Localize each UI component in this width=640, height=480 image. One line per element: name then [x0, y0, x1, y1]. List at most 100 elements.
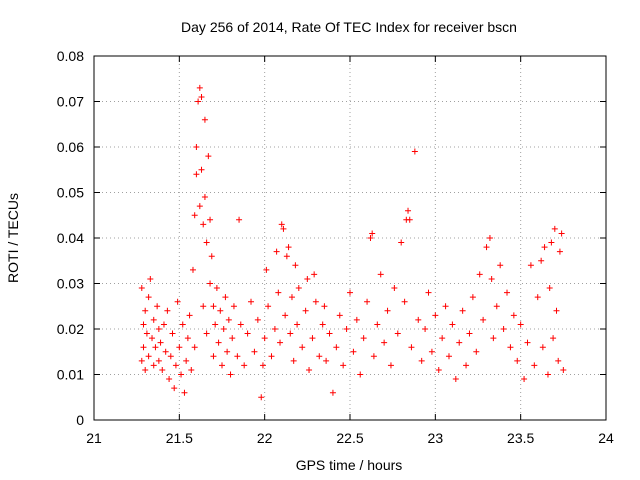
data-point [176, 344, 183, 351]
data-point [275, 289, 282, 296]
data-point [198, 93, 205, 100]
data-point [258, 394, 265, 401]
data-point [142, 366, 149, 373]
data-point [490, 335, 497, 342]
x-tick-label: 23 [428, 430, 444, 446]
data-point [193, 144, 200, 150]
data-point [143, 330, 150, 337]
data-point [282, 312, 289, 319]
data-point [551, 225, 558, 232]
data-point [524, 339, 531, 346]
x-tick-label: 22 [257, 430, 273, 446]
data-point [405, 207, 412, 214]
data-point [152, 344, 159, 351]
data-point [306, 366, 313, 373]
data-point [553, 307, 560, 314]
data-point [254, 316, 261, 323]
data-point [207, 280, 214, 287]
data-point [263, 266, 270, 273]
y-tick-label: 0.01 [57, 367, 84, 383]
data-point [155, 326, 162, 332]
data-points [138, 84, 567, 401]
data-point [188, 366, 195, 373]
data-point [374, 321, 381, 328]
data-point [251, 348, 258, 355]
data-point [449, 321, 456, 328]
data-point [229, 335, 236, 342]
data-point [367, 235, 374, 241]
data-point [360, 335, 367, 342]
data-point [179, 321, 186, 328]
data-point [469, 294, 476, 301]
data-point [290, 357, 297, 364]
data-point [387, 362, 394, 369]
data-point [215, 339, 222, 346]
data-point [155, 357, 162, 364]
data-point [288, 294, 295, 301]
data-point [311, 271, 318, 278]
data-point [198, 166, 205, 173]
data-point [164, 307, 171, 314]
data-point [138, 285, 145, 292]
data-point [309, 335, 316, 342]
data-point [178, 371, 185, 378]
data-point [381, 339, 388, 346]
data-point [186, 312, 193, 319]
data-point [201, 116, 208, 123]
x-tick-label: 21.5 [166, 430, 193, 446]
y-tick-label: 0.05 [57, 185, 84, 201]
data-point [212, 321, 219, 328]
grid-lines [94, 56, 606, 420]
data-point [507, 344, 514, 351]
data-point [236, 216, 243, 223]
data-point [140, 344, 147, 351]
data-point [517, 321, 524, 328]
data-point [548, 239, 555, 246]
data-point [415, 316, 422, 323]
data-point [323, 357, 330, 364]
data-point [369, 230, 376, 237]
data-point [401, 298, 408, 305]
data-point [316, 353, 323, 360]
data-point [428, 348, 435, 355]
data-point [439, 335, 446, 342]
data-point [259, 362, 266, 369]
y-tick-label: 0.08 [57, 48, 84, 64]
data-point [273, 248, 280, 255]
data-point [493, 303, 500, 310]
data-point [145, 294, 152, 301]
data-point [531, 362, 538, 369]
data-point [230, 303, 237, 310]
data-point [422, 326, 429, 332]
data-point [193, 171, 200, 178]
data-point [181, 389, 188, 396]
data-point [287, 330, 294, 337]
data-point [150, 362, 157, 369]
x-tick-label: 23.5 [507, 430, 534, 446]
data-point [364, 298, 371, 305]
data-point [558, 230, 565, 237]
data-point [277, 339, 284, 346]
data-point [411, 148, 418, 155]
data-point [394, 330, 401, 337]
data-point [452, 376, 459, 383]
data-point [157, 339, 164, 346]
data-point [357, 371, 364, 378]
data-point [219, 362, 225, 369]
plot-frame [93, 55, 607, 421]
data-point [217, 307, 224, 314]
data-point [321, 303, 328, 310]
data-point [248, 298, 255, 305]
data-point [391, 285, 398, 292]
data-point [224, 348, 231, 355]
data-point [476, 271, 483, 278]
data-point [514, 357, 521, 364]
data-point [201, 194, 208, 201]
data-point [350, 348, 357, 355]
data-point [510, 312, 517, 319]
data-point [189, 266, 196, 273]
data-point [459, 307, 466, 314]
y-tick-label: 0.04 [57, 230, 84, 246]
data-point [544, 371, 551, 378]
